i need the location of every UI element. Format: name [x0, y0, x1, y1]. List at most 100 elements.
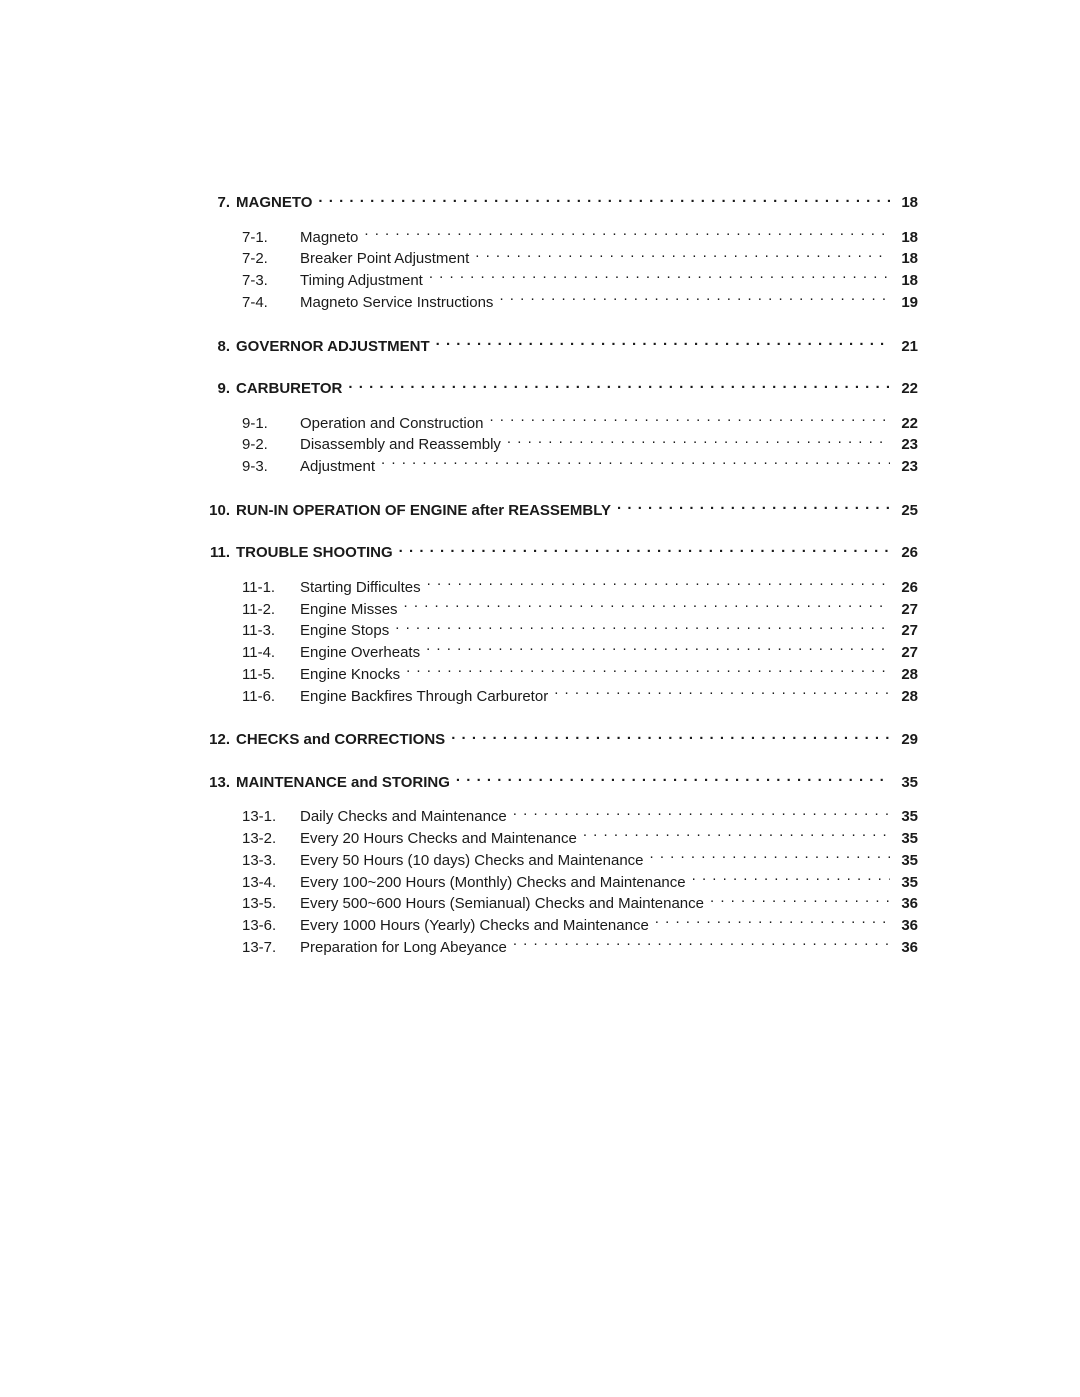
toc-sub-number: 7-2.: [242, 248, 300, 270]
toc-sub-number: 9-3.: [242, 456, 300, 478]
toc-section-title: CARBURETOR: [236, 379, 342, 399]
toc-leader: [318, 192, 890, 207]
toc-subs: 7-1.Magneto187-2.Breaker Point Adjustmen…: [198, 227, 918, 314]
toc-subs: 11-1.Starting Difficultes2611-2.Engine M…: [198, 577, 918, 708]
toc-sub-title: Engine Stops: [300, 620, 389, 642]
toc-sub-row: 7-1.Magneto18: [242, 227, 918, 249]
toc-page-number: 18: [896, 248, 918, 270]
toc-page-number: 23: [896, 456, 918, 478]
toc-sub-title: Engine Backfires Through Carburetor: [300, 686, 548, 708]
toc-sub-number: 13-4.: [242, 872, 300, 894]
toc-section-row: 8.GOVERNOR ADJUSTMENT21: [198, 336, 918, 357]
toc-page-number: 35: [896, 850, 918, 872]
toc-leader: [655, 915, 890, 930]
toc-sub-number: 13-2.: [242, 828, 300, 850]
toc-section-row: 13.MAINTENANCE and STORING35: [198, 772, 918, 793]
toc-leader: [513, 806, 890, 821]
toc-sub-row: 13-4.Every 100~200 Hours (Monthly) Check…: [242, 872, 918, 894]
toc-section-number: 10.: [198, 501, 230, 521]
toc-section-title: TROUBLE SHOOTING: [236, 543, 393, 563]
toc-page-number: 22: [896, 413, 918, 435]
toc-sub-number: 11-5.: [242, 664, 300, 686]
toc-sub-title: Magneto Service Instructions: [300, 292, 493, 314]
toc-page-number: 21: [896, 337, 918, 357]
toc-leader: [513, 937, 890, 952]
toc-leader: [406, 664, 890, 679]
toc-sub-number: 13-6.: [242, 915, 300, 937]
toc-sub-title: Preparation for Long Abeyance: [300, 937, 507, 959]
toc-sub-title: Engine Overheats: [300, 642, 420, 664]
toc-page-number: 29: [896, 730, 918, 750]
toc-sub-title: Starting Difficultes: [300, 577, 421, 599]
toc-sub-title: Every 20 Hours Checks and Maintenance: [300, 828, 577, 850]
toc-page-number: 22: [896, 379, 918, 399]
toc-subs: 13-1.Daily Checks and Maintenance3513-2.…: [198, 806, 918, 958]
toc-page-number: 27: [896, 642, 918, 664]
toc-section: 7.MAGNETO18 7-1.Magneto187-2.Breaker Poin…: [198, 192, 918, 314]
toc-leader: [583, 828, 890, 843]
toc-sub-row: 9-2.Disassembly and Reassembly23: [242, 434, 918, 456]
toc-sub-number: 13-3.: [242, 850, 300, 872]
toc-sub-title: Every 500~600 Hours (Semianual) Checks a…: [300, 893, 704, 915]
toc-leader: [475, 248, 890, 263]
toc-page: 7.MAGNETO18 7-1.Magneto187-2.Breaker Poin…: [198, 192, 918, 981]
toc-leader: [456, 772, 890, 787]
toc-sub-number: 9-1.: [242, 413, 300, 435]
toc-sub-row: 13-7.Preparation for Long Abeyance36: [242, 937, 918, 959]
toc-sub-title: Every 100~200 Hours (Monthly) Checks and…: [300, 872, 686, 894]
toc-section-number: 9.: [198, 379, 230, 399]
toc-sub-title: Every 1000 Hours (Yearly) Checks and Mai…: [300, 915, 649, 937]
toc-section-title: MAINTENANCE and STORING: [236, 773, 450, 793]
toc-page-number: 26: [896, 577, 918, 599]
toc-leader: [381, 456, 890, 471]
toc-sub-row: 7-2.Breaker Point Adjustment 18: [242, 248, 918, 270]
toc-leader: [436, 336, 890, 351]
toc-sub-row: 13-1.Daily Checks and Maintenance35: [242, 806, 918, 828]
toc-sub-number: 13-5.: [242, 893, 300, 915]
toc-page-number: 25: [896, 501, 918, 521]
toc-sub-number: 7-4.: [242, 292, 300, 314]
toc-leader: [404, 599, 890, 614]
toc-sub-row: 11-3.Engine Stops 27: [242, 620, 918, 642]
toc-sub-title: Engine Knocks: [300, 664, 400, 686]
toc-leader: [364, 227, 890, 242]
toc-sub-number: 11-2.: [242, 599, 300, 621]
toc-sub-number: 13-1.: [242, 806, 300, 828]
toc-page-number: 18: [896, 227, 918, 249]
toc-sub-number: 7-3.: [242, 270, 300, 292]
toc-sub-row: 7-4.Magneto Service Instructions19: [242, 292, 918, 314]
toc-leader: [499, 292, 890, 307]
toc-sub-row: 13-3.Every 50 Hours (10 days) Checks and…: [242, 850, 918, 872]
toc-page-number: 18: [896, 270, 918, 292]
toc-leader: [427, 577, 890, 592]
toc-sub-row: 11-1.Starting Difficultes26: [242, 577, 918, 599]
toc-section-title: CHECKS and CORRECTIONS: [236, 730, 445, 750]
toc-section-number: 11.: [198, 543, 230, 563]
toc-page-number: 27: [896, 599, 918, 621]
toc-leader: [348, 378, 890, 393]
toc-page-number: 35: [896, 828, 918, 850]
toc-page-number: 27: [896, 620, 918, 642]
toc-section-row: 10.RUN-IN OPERATION OF ENGINE after REAS…: [198, 500, 918, 521]
toc-page-number: 36: [896, 893, 918, 915]
toc-section-row: 7.MAGNETO18: [198, 192, 918, 213]
toc-leader: [395, 620, 890, 635]
toc-page-number: 18: [896, 193, 918, 213]
toc-sub-row: 13-2.Every 20 Hours Checks and Maintenan…: [242, 828, 918, 850]
toc-sub-title: Timing Adjustment: [300, 270, 423, 292]
toc-sub-row: 11-2.Engine Misses27: [242, 599, 918, 621]
toc-sub-row: 11-6.Engine Backfires Through Carburetor…: [242, 686, 918, 708]
toc-leader: [554, 686, 890, 701]
toc-sub-title: Breaker Point Adjustment: [300, 248, 469, 270]
toc-sub-number: 13-7.: [242, 937, 300, 959]
toc-leader: [426, 642, 890, 657]
toc-leader: [429, 270, 890, 285]
toc-page-number: 35: [896, 806, 918, 828]
toc-sub-number: 7-1.: [242, 227, 300, 249]
toc-sub-row: 9-1.Operation and Construction22: [242, 413, 918, 435]
toc-page-number: 36: [896, 915, 918, 937]
toc-sub-number: 11-3.: [242, 620, 300, 642]
toc-page-number: 28: [896, 664, 918, 686]
toc-sub-row: 9-3.Adjustment23: [242, 456, 918, 478]
toc-leader: [489, 413, 890, 428]
